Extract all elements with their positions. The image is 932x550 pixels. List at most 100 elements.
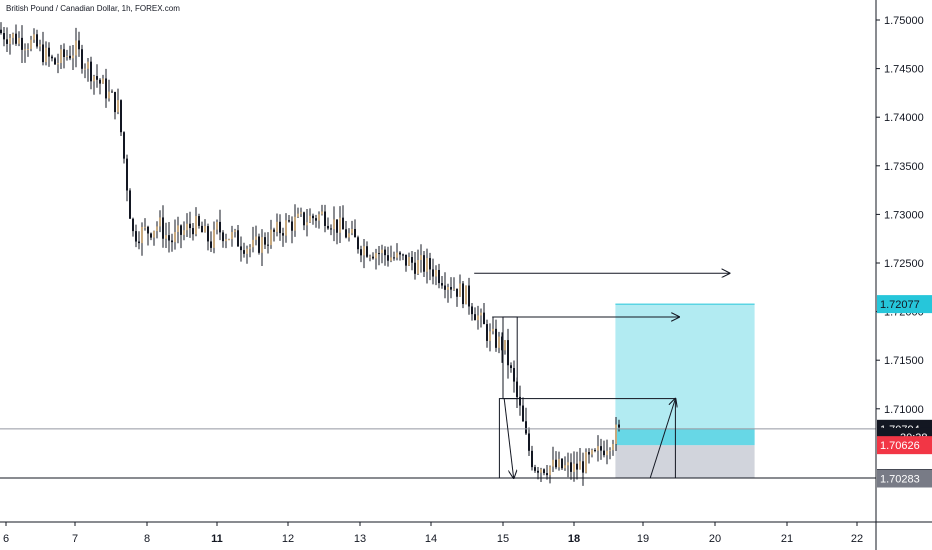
y-tick-label: 1.74500 (884, 64, 924, 76)
candle-body (189, 223, 191, 229)
candle-body (483, 312, 485, 325)
candle-body (342, 217, 344, 230)
candle-body (78, 40, 80, 50)
candle-body (57, 63, 59, 65)
candle-body (246, 248, 248, 254)
candle-body (105, 78, 107, 99)
candle-body (240, 246, 242, 251)
candle-body (75, 40, 77, 56)
candle-body (210, 241, 212, 248)
candle-body (111, 91, 113, 93)
candle-body (396, 252, 398, 258)
candle-body (573, 463, 575, 472)
candle-body (408, 257, 410, 266)
candle-body (198, 216, 200, 226)
candle-body (132, 218, 134, 232)
candle-body (165, 235, 167, 239)
candle-body (306, 222, 308, 226)
candle-body (366, 246, 368, 257)
price-tag-bg (877, 295, 932, 314)
candle-body (432, 269, 434, 277)
candle-body (381, 249, 383, 254)
candle-body (372, 256, 374, 259)
chart-title: British Pound / Canadian Dollar, 1h, FOR… (6, 4, 180, 13)
candle-body (360, 249, 362, 256)
candle-body (486, 324, 488, 341)
candle-body (216, 221, 218, 230)
candle-body (429, 258, 431, 270)
candle-body (33, 34, 35, 40)
y-tick-label: 1.72500 (884, 258, 924, 270)
candle-body (18, 37, 20, 44)
candle-body (168, 235, 170, 241)
position-loss-zone (615, 445, 755, 479)
candle-body (36, 34, 38, 47)
price-tag-label: 1.70283 (880, 473, 920, 485)
candle-body (525, 421, 527, 434)
candle-body (537, 470, 539, 473)
candle-body (387, 255, 389, 261)
candle-body (345, 229, 347, 238)
candle-body (522, 405, 524, 422)
candle-body (585, 451, 587, 473)
candle-body (321, 211, 323, 215)
candle-body (288, 220, 290, 222)
x-tick-label: 20 (709, 533, 721, 545)
candle-body (510, 365, 512, 369)
candles-group (0, 22, 620, 486)
candle-body (495, 328, 497, 348)
x-tick-label: 19 (637, 533, 649, 545)
x-tick-label: 18 (568, 533, 580, 545)
candle-body (606, 450, 608, 456)
candle-body (144, 226, 146, 228)
candle-body (594, 449, 596, 451)
candle-body (153, 231, 155, 238)
x-tick-label: 8 (144, 533, 150, 545)
candle-body (480, 312, 482, 316)
up-arrow (649, 399, 675, 479)
candle-body (102, 78, 104, 84)
candle-body (204, 226, 206, 233)
candle-body (543, 469, 545, 474)
candle-body (303, 212, 305, 226)
candle-body (375, 253, 377, 259)
candle-body (237, 230, 239, 247)
candle-body (9, 37, 11, 44)
candle-body (513, 368, 515, 382)
candle-body (42, 44, 44, 63)
candle-body (15, 33, 17, 44)
candle-body (219, 221, 221, 233)
candle-body (555, 459, 557, 468)
candle-body (27, 48, 29, 50)
candle-body (66, 55, 68, 57)
candle-body (207, 226, 209, 242)
candle-body (174, 231, 176, 243)
candle-body (567, 462, 569, 466)
candle-body (126, 158, 128, 191)
candle-body (327, 225, 329, 229)
candle-body (180, 225, 182, 235)
candle-body (243, 250, 245, 254)
candle-body (81, 49, 83, 69)
candle-body (270, 229, 272, 246)
candle-body (426, 258, 428, 272)
candle-body (582, 461, 584, 473)
candle-body (348, 233, 350, 238)
candle-body (120, 100, 122, 133)
candle-body (384, 249, 386, 256)
candle-body (390, 257, 392, 261)
candle-body (315, 218, 317, 221)
candle-body (558, 458, 560, 468)
candle-body (285, 220, 287, 236)
candle-body (258, 236, 260, 253)
candle-body (531, 450, 533, 468)
x-tick-label: 12 (282, 533, 294, 545)
candle-body (249, 247, 251, 249)
candle-body (456, 288, 458, 297)
candle-body (90, 61, 92, 82)
candle-body (474, 314, 476, 321)
candle-body (615, 424, 617, 445)
candle-body (561, 458, 563, 469)
candle-body (195, 216, 197, 235)
